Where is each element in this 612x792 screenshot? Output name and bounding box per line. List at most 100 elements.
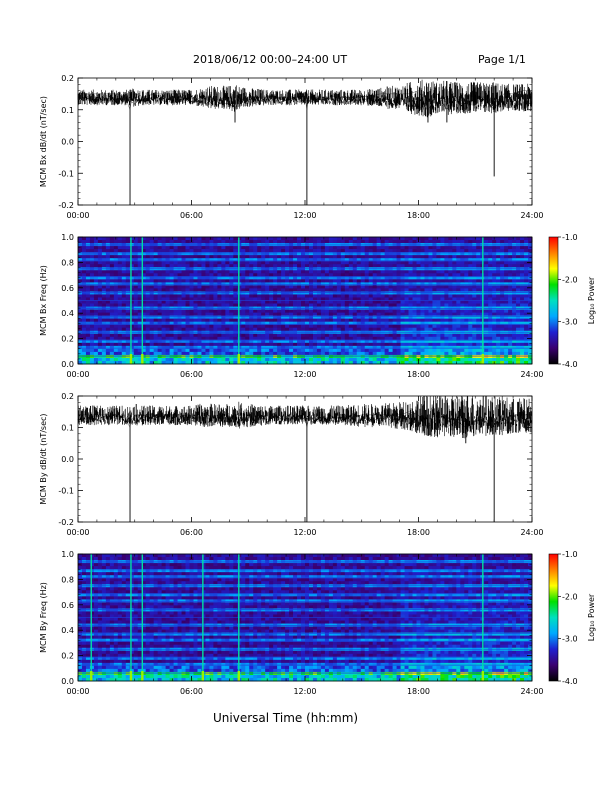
- heat-cell: [101, 279, 107, 283]
- heat-cell: [376, 249, 382, 253]
- heat-cell: [352, 246, 358, 250]
- heat-cell: [484, 336, 489, 341]
- heat-cell: [221, 324, 226, 329]
- heat-cell: [225, 261, 230, 265]
- heat-cell: [149, 351, 155, 356]
- heat-cell: [496, 240, 501, 244]
- heat-cell: [360, 336, 366, 341]
- heat-cell: [177, 324, 182, 329]
- heat-cell: [217, 315, 222, 320]
- heat-cell: [448, 309, 453, 313]
- heat-cell: [308, 336, 314, 341]
- heat-cell: [308, 288, 314, 292]
- heat-cell: [364, 258, 370, 262]
- heat-cell: [516, 285, 521, 289]
- heat-cell: [416, 288, 421, 292]
- heat-cell: [285, 264, 290, 268]
- heat-cell: [328, 288, 334, 292]
- heat-cell: [512, 321, 517, 326]
- heat-cell: [344, 312, 350, 317]
- heat-cell: [344, 297, 350, 301]
- heat-cell: [113, 261, 119, 265]
- heat-cell: [336, 261, 342, 265]
- heat-cell: [440, 324, 445, 329]
- heat-cell: [301, 264, 306, 268]
- heat-cell: [81, 270, 87, 274]
- heat-cell: [368, 351, 374, 356]
- heat-cell: [189, 345, 194, 350]
- heat-cell: [301, 321, 306, 326]
- heat-cell: [360, 309, 366, 313]
- heat-cell: [181, 303, 186, 307]
- heat-cell: [424, 315, 429, 320]
- heat-cell: [81, 288, 87, 292]
- heat-cell: [464, 246, 469, 250]
- heat-cell: [468, 297, 473, 301]
- heat-cell: [484, 321, 489, 326]
- heat-cell: [217, 291, 222, 295]
- heat-cell: [301, 312, 306, 317]
- heat-cell: [125, 288, 131, 292]
- heat-cell: [424, 261, 429, 265]
- heat-cell: [101, 264, 107, 268]
- heat-cell: [524, 258, 529, 262]
- heat-cell: [117, 360, 123, 365]
- x-tick-label: 06:00: [180, 211, 203, 220]
- heat-cell: [448, 288, 453, 292]
- heat-cell: [225, 291, 230, 295]
- heat-cell: [348, 318, 354, 323]
- heat-cell: [85, 270, 91, 274]
- heat-cell: [484, 240, 489, 244]
- heat-cell: [368, 285, 374, 289]
- heat-cell: [316, 282, 322, 286]
- heat-cell: [145, 357, 151, 362]
- heat-cell: [185, 348, 190, 353]
- heat-cell: [129, 297, 135, 301]
- heat-cell: [297, 255, 302, 259]
- heat-cell: [121, 351, 127, 356]
- heat-cell: [297, 252, 302, 256]
- heat-cell: [364, 300, 370, 304]
- heat-cell: [392, 309, 397, 313]
- heat-cell: [472, 246, 477, 250]
- heat-cell: [281, 288, 286, 292]
- heat-cell: [273, 291, 278, 295]
- heat-cell: [516, 288, 521, 292]
- heat-cell: [197, 309, 202, 313]
- heat-cell: [293, 300, 298, 304]
- heat-cell: [516, 279, 521, 283]
- heat-cell: [193, 312, 198, 317]
- heat-cell: [241, 312, 246, 317]
- heat-cell: [117, 252, 123, 256]
- heat-cell: [464, 351, 469, 356]
- heat-cell: [464, 339, 469, 344]
- heat-cell: [312, 357, 318, 362]
- heat-cell: [221, 321, 226, 326]
- heat-cell: [181, 288, 186, 292]
- heat-cell: [328, 246, 334, 250]
- heat-cell: [81, 246, 87, 250]
- heat-cell: [78, 288, 83, 292]
- heat-cell: [312, 348, 318, 353]
- heat-cell: [201, 237, 206, 241]
- heat-cell: [476, 357, 481, 362]
- heat-cell: [384, 312, 390, 317]
- heat-cell: [97, 264, 103, 268]
- heat-cell: [269, 300, 274, 304]
- heat-cell: [428, 258, 433, 262]
- heat-cell: [241, 297, 246, 301]
- heat-cell: [257, 249, 262, 253]
- heat-cell: [388, 336, 394, 341]
- heat-cell: [245, 285, 250, 289]
- heat-cell: [225, 336, 230, 341]
- heat-cell: [464, 288, 469, 292]
- heat-cell: [420, 357, 425, 362]
- heat-cell: [424, 237, 429, 241]
- heat-cell: [101, 333, 107, 338]
- heat-cell: [149, 309, 155, 313]
- heat-cell: [424, 312, 429, 317]
- heat-cell: [356, 273, 362, 277]
- heat-cell: [364, 357, 370, 362]
- heat-cell: [460, 258, 465, 262]
